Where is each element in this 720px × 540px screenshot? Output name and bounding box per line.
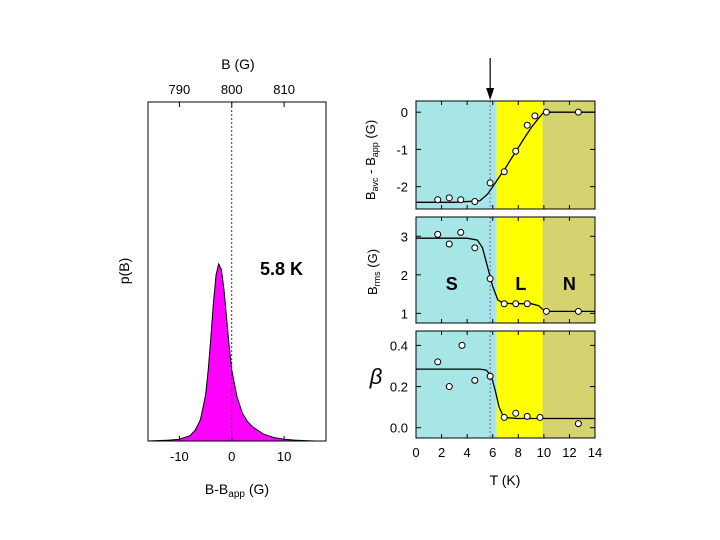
- left-axis-ticks: -10 0 10 790 800 810: [169, 82, 295, 464]
- y-tick-label: 1: [401, 306, 408, 321]
- temperature-x-label: T (K): [490, 472, 521, 488]
- phase-region: [416, 331, 497, 438]
- avg-field-y-label: Bavc - Bapp (G): [363, 120, 380, 200]
- phase-region: [416, 217, 497, 323]
- fit-curve: [416, 368, 595, 420]
- rms-field-y-label: Brms (G): [365, 249, 382, 295]
- top-tick-label: 790: [169, 82, 191, 97]
- data-point: [434, 196, 442, 204]
- data-point: [512, 409, 520, 417]
- data-point: [445, 240, 453, 248]
- data-point: [471, 198, 479, 206]
- y-tick-label: 0.4: [390, 338, 408, 353]
- bottom-tick-label: -10: [170, 449, 189, 464]
- data-point: [531, 112, 539, 120]
- y-tick-label: -1: [396, 142, 408, 157]
- fit-curve: [416, 237, 595, 313]
- data-point: [574, 420, 582, 428]
- x-tick-label: 6: [489, 445, 496, 460]
- temperature-panels: 0 -1 -2 3 2 1 S L N 0.4 0.2 0.0 0 2 4 6 8 10 12 14 Bavc -…: [363, 58, 602, 488]
- data-point: [457, 196, 465, 204]
- panel-frame: [415, 330, 596, 439]
- data-point: [500, 300, 508, 308]
- data-point: [542, 307, 550, 315]
- x-tick-label: 2: [438, 445, 445, 460]
- beta-panel: 0.4 0.2 0.0 0 2 4 6 8 10 12 14: [390, 330, 602, 460]
- data-point: [486, 372, 494, 380]
- data-point: [512, 300, 520, 308]
- x-tick-label: 0: [412, 445, 419, 460]
- x-tick-label: 10: [537, 445, 551, 460]
- data-point: [445, 194, 453, 202]
- panel-frame: [415, 216, 596, 324]
- bottom-tick-label: 10: [277, 449, 291, 464]
- transition-arrow-icon: [486, 58, 495, 100]
- left-y-axis-label: p(B): [116, 258, 132, 284]
- left-x-axis-label: B-Bapp (G): [205, 481, 269, 500]
- data-point: [523, 121, 531, 129]
- x-tick-label: 8: [515, 445, 522, 460]
- data-point: [486, 275, 494, 283]
- fit-curve: [416, 111, 595, 203]
- phase-label: S: [446, 274, 458, 294]
- data-point: [434, 358, 442, 366]
- data-point: [574, 108, 582, 116]
- data-point: [523, 412, 531, 420]
- data-point: [523, 300, 531, 308]
- data-point: [434, 230, 442, 238]
- data-point: [457, 228, 465, 236]
- x-tick-label: 14: [588, 445, 602, 460]
- top-axis-label: B (G): [221, 56, 254, 72]
- data-point: [458, 341, 466, 349]
- y-tick-label: 2: [401, 268, 408, 283]
- y-tick-label: 0.2: [390, 380, 408, 395]
- bottom-tick-label: 0: [228, 449, 235, 464]
- top-tick-label: 810: [273, 82, 295, 97]
- left-plot-frame: [147, 101, 327, 442]
- data-point: [486, 179, 494, 187]
- data-point: [471, 376, 479, 384]
- x-tick-label: 12: [562, 445, 576, 460]
- data-point: [445, 383, 453, 391]
- data-point: [574, 307, 582, 315]
- phase-region: [542, 101, 595, 209]
- phase-label: L: [515, 274, 526, 294]
- panel-frame: [415, 100, 596, 210]
- phase-label: N: [563, 274, 576, 294]
- beta-y-label: β: [369, 364, 383, 389]
- data-point: [536, 413, 544, 421]
- data-point: [542, 108, 550, 116]
- y-tick-label: 3: [401, 229, 408, 244]
- data-point: [471, 244, 479, 252]
- data-point: [500, 413, 508, 421]
- average-field-panel: 0 -1 -2: [396, 100, 596, 210]
- top-tick-label: 800: [221, 82, 243, 97]
- y-tick-label: 0: [401, 105, 408, 120]
- data-point: [512, 147, 520, 155]
- phase-region: [542, 217, 595, 323]
- phase-region: [542, 331, 595, 438]
- x-tick-label: 4: [464, 445, 471, 460]
- temperature-annotation: 5.8 K: [260, 259, 303, 279]
- y-tick-label: -2: [396, 180, 408, 195]
- field-distribution-chart: -10 0 10 790 800 810 B (G) 5.8 K p(B) B-Bapp …: [116, 56, 327, 500]
- phase-region: [496, 331, 543, 438]
- phase-region: [416, 101, 497, 209]
- y-tick-label: 0.0: [390, 421, 408, 436]
- data-point: [500, 168, 508, 176]
- rms-field-panel: 3 2 1 S L N: [401, 216, 596, 324]
